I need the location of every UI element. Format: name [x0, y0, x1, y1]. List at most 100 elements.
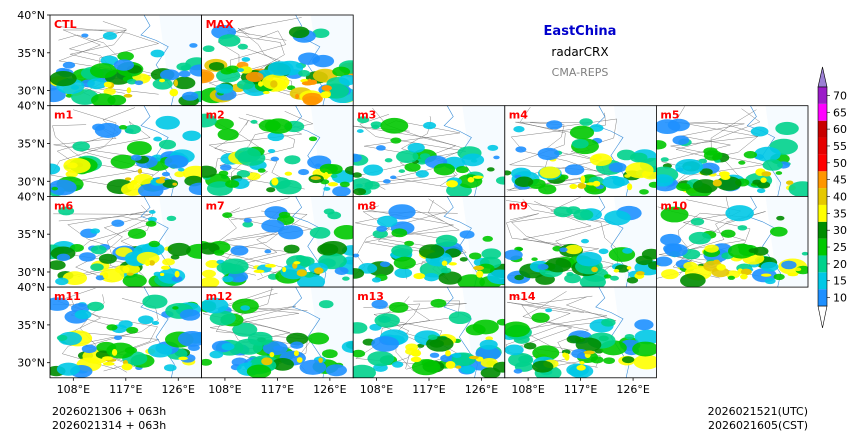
- echo-cell: [356, 129, 364, 133]
- echo-cell: [781, 260, 797, 270]
- echo-cell: [297, 273, 326, 288]
- echo-cell: [278, 225, 304, 240]
- echo-cell: [308, 136, 318, 142]
- echo-cell: [427, 334, 438, 340]
- echo-cell: [267, 148, 276, 154]
- echo-cell: [278, 211, 291, 219]
- echo-cell: [788, 181, 809, 197]
- echo-cell: [221, 342, 235, 351]
- echo-core: [148, 260, 155, 266]
- echo-cell: [353, 322, 368, 334]
- echo-cell: [725, 205, 754, 222]
- echo-cell: [56, 362, 81, 376]
- echo-cell: [323, 208, 335, 215]
- colorbar-tick-label: 50: [833, 157, 847, 170]
- echo-core: [472, 175, 484, 179]
- echo-cell: [239, 66, 253, 74]
- colorbar-segment: [818, 188, 827, 205]
- echo-cell: [738, 160, 746, 165]
- echo-core: [102, 356, 113, 361]
- echo-cell: [546, 120, 563, 130]
- echo-cell: [309, 227, 331, 239]
- echo-cell: [261, 219, 285, 233]
- echo-cell: [237, 43, 248, 50]
- echo-core: [261, 357, 273, 366]
- echo-cell: [236, 79, 255, 90]
- echo-core: [476, 270, 484, 278]
- region-title: EastChina: [544, 24, 617, 39]
- echo-cell: [201, 113, 217, 128]
- echo-cell: [56, 253, 71, 262]
- echo-cell: [114, 265, 130, 274]
- echo-cell: [565, 244, 583, 255]
- echo-cell: [688, 231, 711, 245]
- colorbar-tick-label: 55: [833, 140, 847, 153]
- echo-core: [712, 179, 722, 187]
- echo-core: [576, 364, 586, 371]
- echo-cell: [182, 130, 201, 141]
- echo-cell: [162, 179, 179, 188]
- panel-m12: m12: [201, 286, 354, 379]
- echo-cell: [493, 361, 505, 373]
- echo-cell: [130, 154, 142, 161]
- echo-cell: [486, 167, 495, 172]
- echo-cell: [235, 276, 246, 283]
- echo-core: [313, 267, 324, 274]
- echo-cell: [448, 311, 472, 325]
- echo-cell: [133, 173, 154, 185]
- colorbar-segment: [818, 221, 827, 239]
- echo-cell: [170, 254, 180, 260]
- echo-core: [635, 271, 645, 276]
- echo-cell: [127, 228, 147, 239]
- echo-cell: [459, 230, 475, 239]
- panel-CTL: CTL: [49, 14, 203, 107]
- echo-cell: [579, 118, 593, 126]
- echo-cell: [775, 121, 799, 136]
- echo-cell: [236, 170, 251, 178]
- echo-cell: [106, 324, 118, 331]
- echo-core: [579, 360, 585, 365]
- echo-core: [577, 182, 587, 189]
- echo-cell: [727, 243, 755, 259]
- echo-core: [262, 91, 270, 95]
- echo-cell: [743, 151, 758, 159]
- echo-cell: [435, 234, 458, 247]
- echo-cell: [580, 238, 589, 244]
- echo-cell: [162, 258, 175, 266]
- echo-cell: [51, 186, 58, 191]
- echo-cell: [330, 174, 338, 179]
- echo-cell: [246, 172, 261, 181]
- echo-cell: [482, 235, 493, 242]
- echo-core: [159, 78, 166, 83]
- echo-cell: [573, 209, 594, 221]
- echo-core: [473, 265, 484, 271]
- echo-cell: [625, 162, 654, 179]
- echo-cell: [150, 49, 165, 58]
- echo-cell: [388, 204, 416, 220]
- echo-cell: [752, 179, 762, 185]
- echo-cell: [571, 138, 589, 149]
- colorbar-tick-label: 20: [833, 258, 847, 271]
- echo-cell: [250, 119, 258, 124]
- echo-core: [310, 176, 321, 180]
- echo-cell: [333, 225, 354, 240]
- echo-cell: [134, 80, 144, 86]
- echo-cell: [468, 252, 482, 260]
- province-border: [53, 213, 151, 283]
- echo-cell: [532, 345, 560, 361]
- echo-cell: [103, 88, 116, 96]
- province-border: [50, 109, 143, 191]
- echo-cell: [660, 233, 682, 246]
- echo-core: [121, 363, 133, 371]
- echo-core: [760, 177, 767, 183]
- echo-cell: [391, 244, 413, 257]
- echo-core: [293, 261, 301, 265]
- echo-cell: [160, 69, 180, 81]
- echo-core: [124, 177, 132, 181]
- echo-core: [445, 361, 456, 369]
- echo-cell: [319, 163, 338, 174]
- echo-cell: [608, 162, 627, 173]
- echo-cell: [495, 176, 505, 185]
- lon-tick-label: 108°E: [57, 383, 90, 396]
